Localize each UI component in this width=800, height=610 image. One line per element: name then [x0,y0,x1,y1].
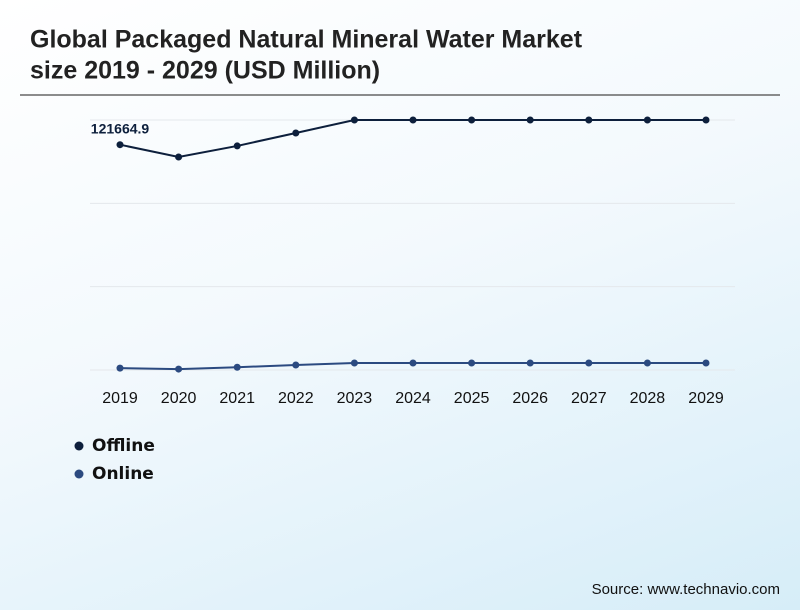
data-point [526,116,534,124]
data-point [350,116,358,124]
data-point [292,129,300,137]
x-tick-label: 2028 [630,390,666,407]
data-point [292,361,300,369]
data-point [350,359,358,367]
data-point [116,364,124,372]
legend-label: Online [92,464,154,484]
data-point [702,359,710,367]
source: Source: www.technavio.com [592,581,780,598]
x-tick-label: 2027 [571,390,607,407]
data-point [409,359,417,367]
series-line [119,119,706,159]
x-tick-label: 2026 [512,390,548,407]
data-point [233,363,241,371]
data-point [468,116,476,124]
data-point [585,359,593,367]
data-point [643,116,651,124]
legend-marker [74,469,84,479]
x-tick-label: 2020 [161,390,197,407]
x-tick-label: 2025 [454,390,490,407]
legend-label: Offline [92,436,155,456]
data-point [526,359,534,367]
x-tick-label: 2019 [102,390,138,407]
x-tick-label: 2024 [395,390,431,407]
data-point [702,116,710,124]
data-point [175,365,183,373]
value-label: 121664.9 [91,120,150,136]
data-point [233,142,241,150]
x-tick-label: 2029 [688,390,724,407]
x-tick-label: 2021 [219,390,255,407]
data-point [468,359,476,367]
x-tick-label: 2023 [337,390,373,407]
data-point [409,116,417,124]
data-point [175,153,183,161]
chart-title: size 2019 - 2029 (USD Million) [30,57,380,85]
legend-marker [74,441,84,451]
data-point [116,141,124,149]
chart-title: Global Packaged Natural Mineral Water Ma… [30,26,583,54]
x-tick-label: 2022 [278,390,314,407]
data-point [643,359,651,367]
data-point [585,116,593,124]
